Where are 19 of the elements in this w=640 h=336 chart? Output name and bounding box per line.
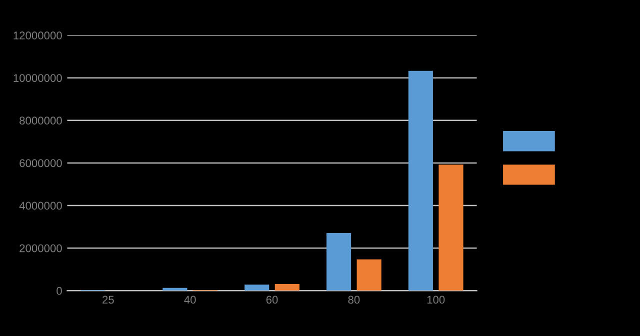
bar [408,70,433,291]
y-tick-label: 2000000 [20,244,62,252]
y-tick-label: 12000000 [14,32,62,40]
bar [244,284,270,291]
y-tick-label: 10000000 [14,74,62,82]
y-tick-label: 4000000 [19,202,62,210]
x-tick-label: 60 [266,296,278,304]
x-tick-label: 80 [348,296,360,304]
x-tick-label: 25 [102,296,114,304]
bar [326,232,352,291]
y-tick-label: 6000000 [20,159,62,168]
x-tick-label: 100 [427,296,445,304]
bar [438,164,464,291]
bar [274,284,300,291]
x-tick-label: 40 [184,296,196,304]
y-tick-label: 0 [56,286,62,295]
bar [162,288,188,291]
y-tick-label: 8000000 [20,116,62,125]
bar [356,259,382,291]
